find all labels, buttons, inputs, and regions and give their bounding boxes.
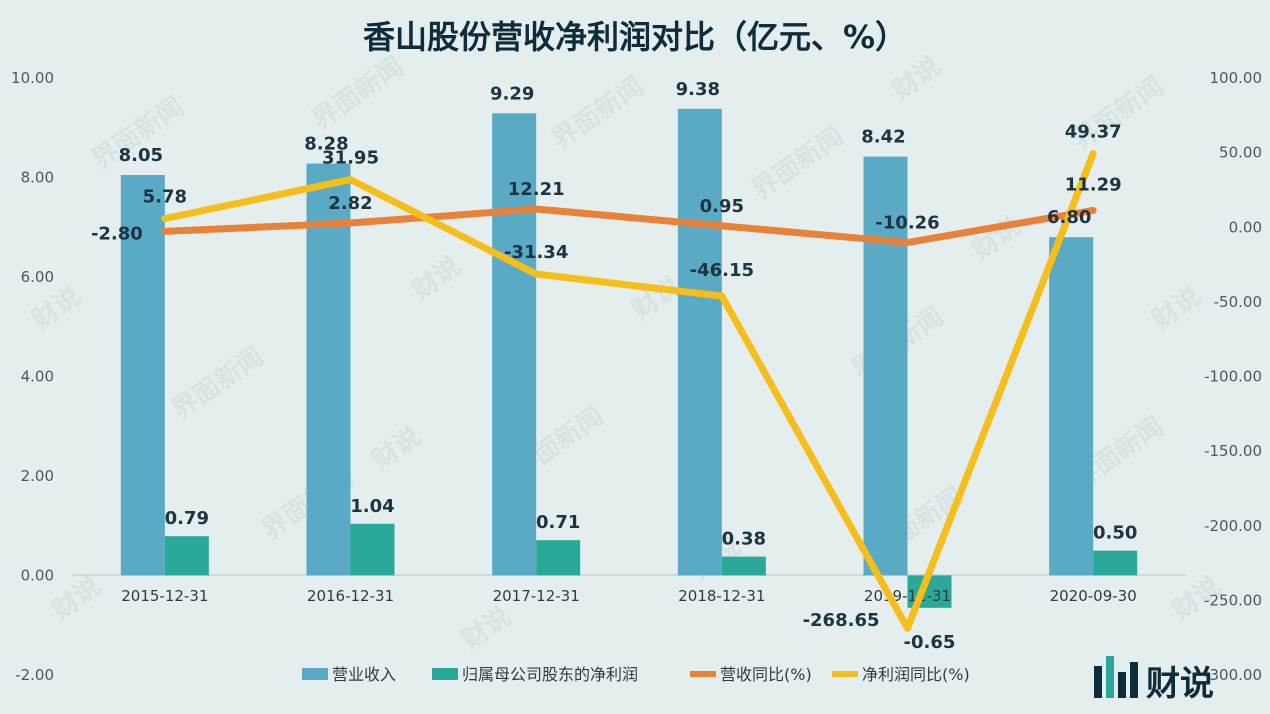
right-axis-tick: -200.00: [1204, 517, 1262, 535]
category-label: 2019-12-31: [864, 587, 951, 605]
right-axis-tick: -50.00: [1214, 293, 1262, 311]
profit-yoy-label: -46.15: [690, 260, 754, 281]
net-profit-value-label: -0.65: [904, 632, 956, 653]
lines-layer: [161, 150, 1097, 632]
profit-yoy-label: 49.37: [1065, 122, 1122, 143]
right-axis-tick: -250.00: [1204, 591, 1262, 609]
revenue-value-label: 6.80: [1047, 207, 1091, 228]
revenue-yoy-label: 0.95: [700, 196, 744, 217]
legend: 营业收入 归属母公司股东的净利润 营收同比(%) 净利润同比(%): [302, 665, 970, 684]
logo-bar: [1130, 662, 1138, 698]
revenue-yoy-label: -10.26: [875, 213, 939, 234]
legend-swatch: [302, 668, 328, 680]
category-label: 2017-12-31: [493, 587, 580, 605]
right-y-axis: -300.00 -250.00 -200.00 -150.00 -100.00 -50.0…: [1204, 69, 1262, 684]
revenue-bar: [863, 156, 908, 576]
right-axis-tick: 0.00: [1229, 218, 1262, 236]
revenue-value-label: 9.38: [676, 79, 720, 100]
net-profit-bar: [1093, 550, 1138, 576]
chart-title: 香山股份营收净利润对比（亿元、%）: [363, 18, 907, 56]
revenue-yoy-label: 11.29: [1065, 174, 1122, 195]
net-profit-bar: [536, 540, 581, 576]
bar-logo-icon: [1094, 656, 1138, 698]
data-labels: 8.05 8.28 9.29 9.38 8.42 6.80 0.79 1.04 0.71 0.38…: [91, 79, 1137, 653]
category-label: 2020-09-30: [1050, 587, 1137, 605]
brand-logo: 财说: [1094, 656, 1214, 704]
right-axis-tick: -100.00: [1204, 368, 1262, 386]
net-profit-value-label: 1.04: [350, 496, 394, 517]
legend-swatch: [432, 668, 458, 680]
left-axis-tick: 8.00: [21, 169, 54, 187]
legend-label: 净利润同比(%): [862, 665, 970, 684]
left-axis-tick: 6.00: [21, 268, 54, 286]
revenue-value-label: 8.42: [861, 127, 905, 148]
category-label: 2015-12-31: [121, 587, 208, 605]
profit-yoy-label: -268.65: [803, 610, 880, 631]
bars-layer: [120, 108, 1138, 608]
revenue-bar: [120, 175, 165, 576]
right-axis-tick: 100.00: [1210, 69, 1263, 87]
revenue-yoy-label: 2.82: [328, 193, 372, 214]
legend-label: 营收同比(%): [720, 665, 812, 684]
left-axis-tick: 10.00: [11, 69, 54, 87]
profit-yoy-label: -31.34: [504, 242, 568, 263]
brand-text: 财说: [1146, 664, 1214, 704]
logo-bar: [1094, 666, 1102, 698]
net-profit-bar: [721, 556, 766, 576]
revenue-yoy-label: -2.80: [91, 223, 143, 244]
revenue-bar: [492, 113, 537, 576]
net-profit-value-label: 0.38: [722, 529, 766, 550]
net-profit-value-label: 0.79: [165, 508, 209, 529]
profit-yoy-line: [161, 150, 1097, 632]
profit-yoy-label: 5.78: [143, 187, 187, 208]
left-axis-tick: 2.00: [21, 467, 54, 485]
profit-yoy-label: 31.95: [322, 148, 379, 169]
net-profit-value-label: 0.71: [536, 512, 580, 533]
category-label: 2018-12-31: [678, 587, 765, 605]
revenue-bar: [1049, 237, 1094, 576]
revenue-bar: [306, 163, 351, 576]
right-axis-tick: -300.00: [1204, 666, 1262, 684]
right-axis-tick: -150.00: [1204, 442, 1262, 460]
left-y-axis: -2.00 0.00 2.00 4.00 6.00 8.00 10.00: [11, 69, 54, 684]
legend-label: 归属母公司股东的净利润: [462, 665, 638, 684]
net-profit-bar: [350, 523, 395, 576]
net-profit-bar: [164, 536, 209, 576]
revenue-yoy-line: [161, 205, 1097, 247]
left-axis-tick: 0.00: [21, 567, 54, 585]
left-axis-tick: 4.00: [21, 368, 54, 386]
revenue-value-label: 9.29: [490, 83, 534, 104]
revenue-bar: [677, 108, 722, 576]
logo-bar: [1118, 672, 1126, 698]
revenue-value-label: 8.28: [304, 134, 348, 155]
net-profit-value-label: 0.50: [1093, 523, 1137, 544]
category-label: 2016-12-31: [307, 587, 394, 605]
legend-label: 营业收入: [332, 665, 396, 684]
revenue-yoy-label: 12.21: [508, 179, 565, 200]
right-axis-tick: 50.00: [1219, 144, 1262, 162]
left-axis-tick: -2.00: [15, 666, 54, 684]
revenue-value-label: 8.05: [119, 145, 163, 166]
logo-bar: [1106, 656, 1114, 698]
